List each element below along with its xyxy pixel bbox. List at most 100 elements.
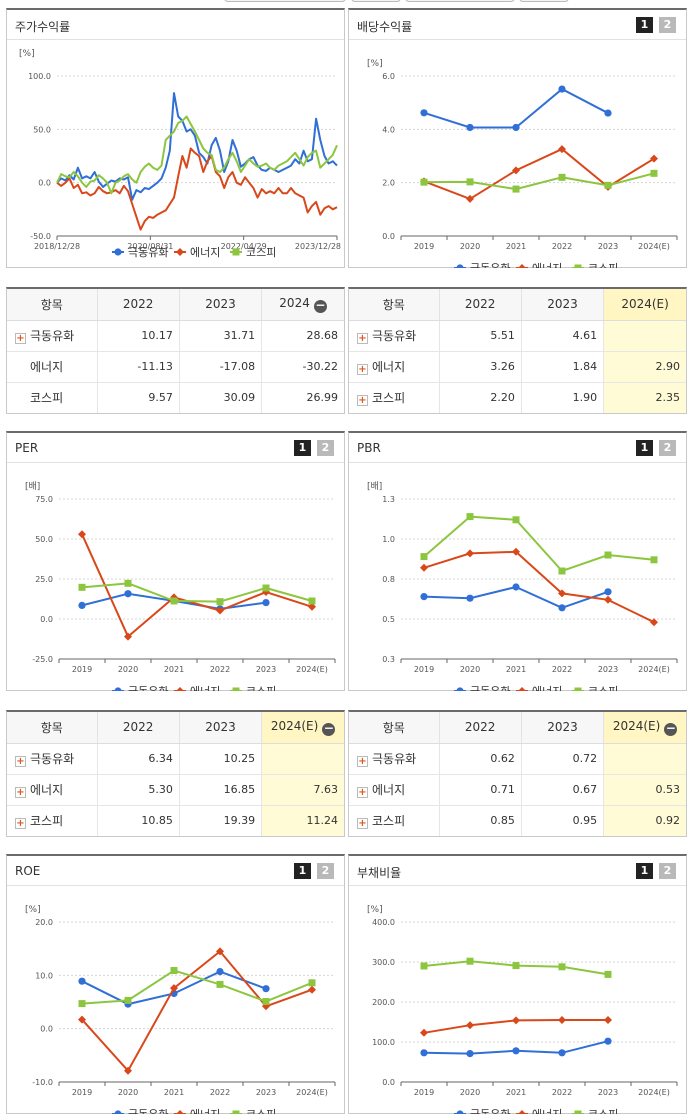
expand-plus-icon[interactable]: + xyxy=(357,333,368,344)
table-cell: 2.35 xyxy=(603,381,686,413)
table-cell: 19.39 xyxy=(178,804,262,836)
legend-label: 극동유화 xyxy=(128,1108,168,1114)
data-point xyxy=(574,687,582,691)
table-cell xyxy=(603,742,686,774)
data-point xyxy=(558,1049,566,1057)
row-label: 에너지 xyxy=(7,350,97,382)
cutoff-button[interactable] xyxy=(519,0,569,2)
x-tick-label: 2024(E) xyxy=(638,242,670,251)
data-point xyxy=(466,594,474,602)
x-tick-label: 2023 xyxy=(598,1088,618,1097)
row-label: 코스피 xyxy=(7,381,97,413)
row-label-text: 코스피 xyxy=(372,814,406,829)
y-tick-label: 0.5 xyxy=(382,615,395,624)
data-point xyxy=(114,1110,122,1114)
pager: 1 2 xyxy=(294,863,334,879)
data-point xyxy=(420,962,428,970)
expand-plus-icon[interactable]: + xyxy=(15,333,26,344)
legend-label: 에너지 xyxy=(532,1108,562,1114)
data-point xyxy=(232,248,240,256)
collapse-icon[interactable]: − xyxy=(313,297,327,313)
legend-item: 에너지 xyxy=(516,262,562,268)
data-point xyxy=(604,551,612,559)
data-point xyxy=(518,687,526,691)
dividend-yield-panel: 배당수익률 1 2 [%] 6.0 4.0 2.0 0.0 2019 2020 2021 202… xyxy=(348,8,687,268)
x-tick-label: 2020 xyxy=(118,665,138,674)
legend-label: 코스피 xyxy=(246,685,276,691)
y-tick-label: 1.3 xyxy=(382,495,395,504)
x-tick-label: 2019 xyxy=(414,242,434,251)
data-point xyxy=(650,618,658,627)
legend-label: 에너지 xyxy=(190,1108,220,1114)
data-point xyxy=(466,549,474,558)
column-header: 항목 xyxy=(349,289,439,321)
data-point xyxy=(420,178,428,186)
data-point xyxy=(232,1110,240,1114)
expand-plus-icon[interactable]: + xyxy=(357,364,368,375)
page-1-button[interactable]: 1 xyxy=(636,17,653,33)
x-tick-label: 2024(E) xyxy=(296,665,328,674)
data-point xyxy=(420,553,428,561)
collapse-icon[interactable]: − xyxy=(322,720,336,736)
collapse-icon[interactable]: − xyxy=(664,720,678,736)
page-2-button[interactable]: 2 xyxy=(659,17,676,33)
table-cell: -30.22 xyxy=(261,350,344,382)
column-header-label: 2022 xyxy=(122,720,154,735)
data-point xyxy=(604,970,612,978)
series-line xyxy=(81,582,313,603)
page-1-button[interactable]: 1 xyxy=(636,440,653,456)
expand-plus-icon[interactable]: + xyxy=(357,395,368,407)
data-point xyxy=(262,1002,270,1011)
page-2-button[interactable]: 2 xyxy=(317,440,334,456)
data-point xyxy=(216,947,224,956)
table-cell: 0.62 xyxy=(438,742,522,774)
expand-plus-icon[interactable]: + xyxy=(357,787,368,798)
expand-plus-icon[interactable]: + xyxy=(15,818,26,830)
series-line xyxy=(56,147,338,231)
table-cell xyxy=(261,742,344,774)
x-tick-label: 2019 xyxy=(414,665,434,674)
expand-plus-icon[interactable]: + xyxy=(357,756,368,767)
legend-item: 코스피 xyxy=(572,685,618,691)
data-point xyxy=(262,985,270,993)
debt-ratio-chart: [%] 400.0 300.0 200.0 100.0 0.0 2019 2020 2021 20… xyxy=(367,905,678,1114)
table-cell: 2.90 xyxy=(603,350,686,382)
y-tick-label: 0.0 xyxy=(40,615,53,624)
data-point xyxy=(466,178,474,186)
page-2-button[interactable]: 2 xyxy=(317,863,334,879)
data-point xyxy=(420,1028,428,1037)
column-header: 2024(E) xyxy=(603,289,686,321)
page-2-button[interactable]: 2 xyxy=(659,863,676,879)
page-1-button[interactable]: 1 xyxy=(636,863,653,879)
legend-item: 극동유화 xyxy=(454,262,510,268)
page-1-button[interactable]: 1 xyxy=(294,440,311,456)
data-point xyxy=(604,181,612,189)
cutoff-button[interactable] xyxy=(405,0,515,2)
series-line xyxy=(56,115,338,195)
expand-plus-icon[interactable]: + xyxy=(357,818,368,830)
table-cell: 4.61 xyxy=(520,319,604,351)
data-point xyxy=(216,606,224,615)
table-header-row: 항목 2022 2023 2024(E) − xyxy=(7,712,344,744)
data-point xyxy=(216,980,224,988)
row-label-text: 코스피 xyxy=(372,391,406,406)
page-2-button[interactable]: 2 xyxy=(659,440,676,456)
data-point xyxy=(420,593,428,601)
data-point xyxy=(512,166,520,175)
data-point xyxy=(308,979,316,987)
data-point xyxy=(114,248,122,256)
expand-plus-icon[interactable]: + xyxy=(15,787,26,798)
cutoff-button[interactable] xyxy=(351,0,401,2)
row-label-text: 극동유화 xyxy=(372,752,417,766)
page-1-button[interactable]: 1 xyxy=(294,863,311,879)
cutoff-button[interactable] xyxy=(224,0,346,2)
per-chart: [배] 75.0 50.0 25.0 0.0 -25.0 2019 2020 2021 2022 2… xyxy=(25,481,336,691)
data-point xyxy=(124,1066,132,1075)
series-line xyxy=(423,550,655,624)
column-header-label: 2023 xyxy=(205,720,236,735)
expand-plus-icon[interactable]: + xyxy=(15,756,26,767)
data-point xyxy=(604,595,612,604)
x-tick-label: 2022 xyxy=(210,665,230,674)
table-cell: 9.57 xyxy=(96,381,180,413)
row-label: + 코스피 xyxy=(349,804,439,836)
